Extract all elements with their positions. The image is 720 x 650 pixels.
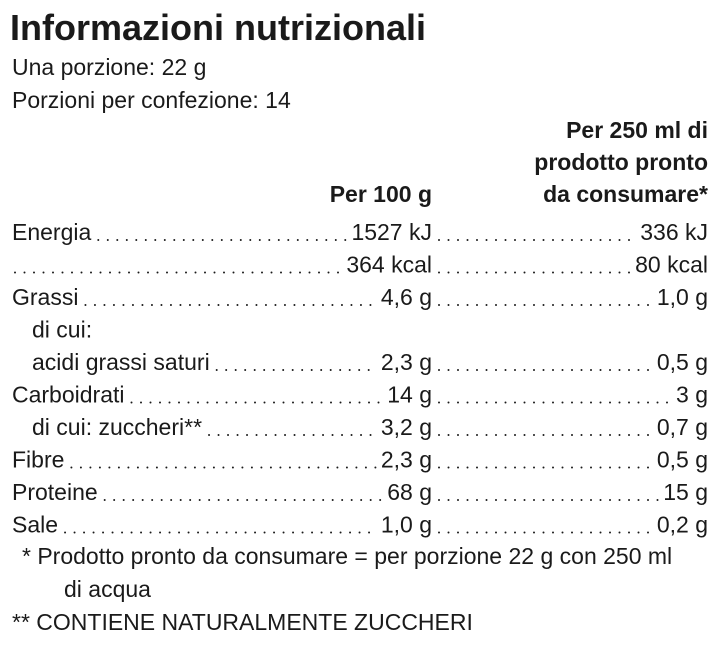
row-value: 15 g (663, 479, 708, 505)
footnote: * Prodotto pronto da consumare = per por… (22, 543, 672, 569)
row-value: 0,7 g (657, 414, 708, 440)
column-header: Per 250 ml di (566, 117, 708, 143)
row-value: 336 kJ (640, 219, 708, 245)
row-label: Fibre (12, 447, 64, 473)
row-value: 0,5 g (657, 349, 708, 375)
row-label: Grassi (12, 284, 78, 310)
row-label: di cui: zuccheri** (32, 414, 202, 440)
serving-size: Una porzione: 22 g (12, 54, 206, 80)
row-value: 364 kcal (346, 252, 432, 278)
row-label: acidi grassi saturi (32, 349, 210, 375)
row-label: Proteine (12, 479, 98, 505)
row-label: di cui: (32, 317, 92, 343)
servings-per-pack: Porzioni per confezione: 14 (12, 87, 291, 113)
column-header: Per 100 g (330, 181, 432, 207)
row-value: 0,2 g (657, 512, 708, 538)
column-header: da consumare* (543, 181, 708, 207)
row-value: 3,2 g (381, 414, 432, 440)
row-label: Carboidrati (12, 382, 125, 408)
row-value: 80 kcal (635, 252, 708, 278)
row-value: 2,3 g (381, 447, 432, 473)
row-value: 4,6 g (381, 284, 432, 310)
row-value: 0,5 g (657, 447, 708, 473)
title: Informazioni nutrizionali (10, 7, 426, 48)
row-value: 1,0 g (381, 512, 432, 538)
row-value: 1,0 g (657, 284, 708, 310)
row-value: 3 g (676, 382, 708, 408)
footnote: ** CONTIENE NATURALMENTE ZUCCHERI (12, 609, 473, 635)
row-label: Energia (12, 219, 91, 245)
column-header: prodotto pronto (534, 149, 708, 175)
row-value: 68 g (387, 479, 432, 505)
footnote: di acqua (64, 576, 151, 602)
row-value: 1527 kJ (351, 219, 432, 245)
row-value: 14 g (387, 382, 432, 408)
row-value: 2,3 g (381, 349, 432, 375)
row-label: Sale (12, 512, 58, 538)
